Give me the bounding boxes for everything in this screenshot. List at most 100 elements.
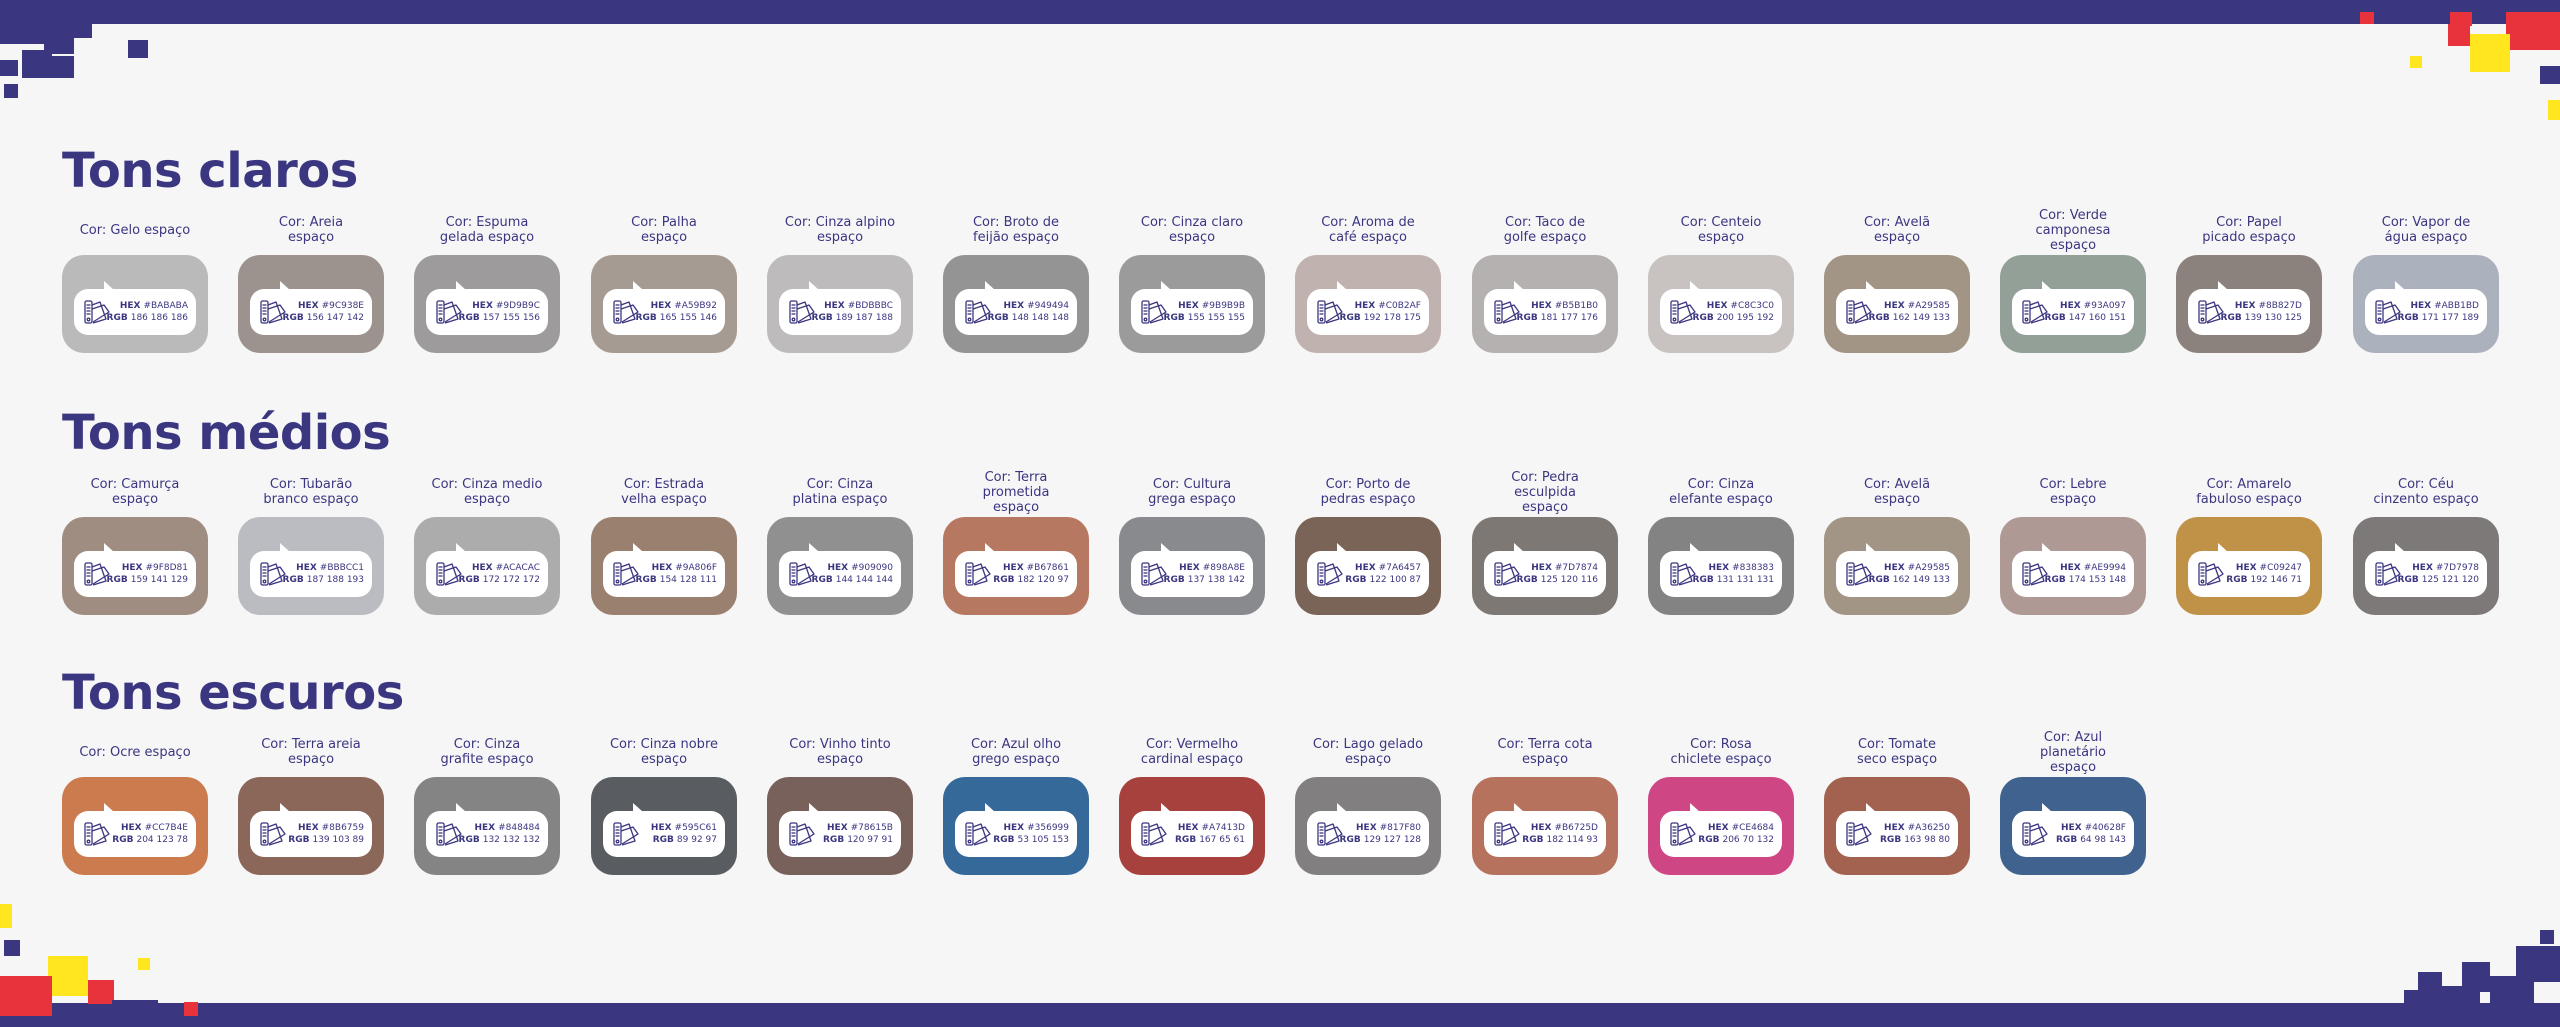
card-notch bbox=[2395, 543, 2405, 552]
color-chip: HEX #BABABA RGB 186 186 186 bbox=[62, 255, 208, 353]
color-swatch: Cor: Lebre espaço HEX #AE9994 RGB 174 153 … bbox=[2000, 473, 2146, 633]
color-values: HEX #CE4684 RGB 206 70 132 bbox=[1698, 822, 1774, 846]
hex-value: #B67861 bbox=[1026, 563, 1069, 573]
hex-line: HEX #7D7978 bbox=[2398, 562, 2479, 574]
hex-label: HEX bbox=[2234, 301, 2256, 311]
rgb-label: RGB bbox=[1880, 835, 1902, 845]
rgb-value: 163 98 80 bbox=[1904, 835, 1950, 845]
color-chip: HEX #595C61 RGB 89 92 97 bbox=[591, 777, 737, 875]
color-value-card: HEX #ACACAC RGB 172 172 172 bbox=[426, 543, 548, 597]
swatch-name: Cor: Cinza nobre espaço bbox=[609, 737, 718, 767]
hex-line: HEX #B6725D bbox=[1522, 822, 1598, 834]
color-palette-fan-icon bbox=[2022, 822, 2048, 846]
card-notch bbox=[1866, 803, 1876, 812]
hex-line: HEX #C8C3C0 bbox=[1693, 300, 1774, 312]
rgb-line: RGB 162 149 133 bbox=[1869, 574, 1950, 586]
hex-label: HEX bbox=[1530, 823, 1552, 833]
color-swatch: Cor: Amarelo fabuloso espaço HEX #C09247 … bbox=[2176, 473, 2322, 633]
color-chip: HEX #9B9B9B RGB 155 155 155 bbox=[1119, 255, 1265, 353]
color-swatch: Cor: Terra prometida espaço HEX #B67861 R… bbox=[943, 469, 1089, 633]
card-notch bbox=[985, 543, 995, 552]
rgb-line: RGB 148 148 148 bbox=[988, 312, 1069, 324]
hex-label: HEX bbox=[651, 563, 673, 573]
card-notch bbox=[104, 543, 114, 552]
color-values: HEX #9A806F RGB 154 128 111 bbox=[636, 562, 717, 586]
color-palette-fan-icon bbox=[1670, 300, 1696, 324]
color-value-card: HEX #848484 RGB 132 132 132 bbox=[426, 803, 548, 857]
color-palette-fan-icon bbox=[1846, 822, 1872, 846]
swatch-name: Cor: Tubarão branco espaço bbox=[263, 477, 359, 507]
color-value-card: HEX #817F80 RGB 129 127 128 bbox=[1307, 803, 1429, 857]
rgb-value: 89 92 97 bbox=[676, 835, 717, 845]
rgb-value: 120 97 91 bbox=[847, 835, 893, 845]
hex-value: #BABABA bbox=[143, 301, 188, 311]
hex-label: HEX bbox=[121, 563, 143, 573]
color-value-card: HEX #9B9B9B RGB 155 155 155 bbox=[1131, 281, 1253, 335]
color-palette-fan-icon bbox=[1317, 300, 1343, 324]
rgb-line: RGB 182 114 93 bbox=[1522, 834, 1598, 846]
hex-value: #9B9B9B bbox=[1201, 301, 1245, 311]
swatch-name: Cor: Terra prometida espaço bbox=[982, 469, 1050, 515]
swatch-row: Cor: Gelo espaço HEX #BABABA RGB 186 186 1… bbox=[62, 208, 2502, 381]
color-chip: HEX #817F80 RGB 129 127 128 bbox=[1295, 777, 1441, 875]
swatch-row: Cor: Ocre espaço HEX #CC7B4E RGB 204 123 7… bbox=[62, 730, 2502, 903]
color-chip: HEX #C0B2AF RGB 192 178 175 bbox=[1295, 255, 1441, 353]
rgb-value: 139 130 125 bbox=[2244, 313, 2302, 323]
color-chip: HEX #C8C3C0 RGB 200 195 192 bbox=[1648, 255, 1794, 353]
rgb-line: RGB 155 155 155 bbox=[1164, 312, 1245, 324]
hex-line: HEX #898A8E bbox=[1164, 562, 1245, 574]
color-palette-fan-icon bbox=[1317, 562, 1343, 586]
color-values: HEX #848484 RGB 132 132 132 bbox=[459, 822, 540, 846]
color-values: HEX #ACACAC RGB 172 172 172 bbox=[459, 562, 540, 586]
hex-value: #949494 bbox=[1027, 301, 1069, 311]
color-swatch: Cor: Cinza elefante espaço HEX #838383 RG… bbox=[1648, 473, 1794, 633]
color-values: HEX #BBBCC1 RGB 187 188 193 bbox=[283, 562, 364, 586]
swatch-name: Cor: Avelã espaço bbox=[1863, 215, 1931, 245]
hex-line: HEX #9B9B9B bbox=[1164, 300, 1245, 312]
color-value-card: HEX #C0B2AF RGB 192 178 175 bbox=[1307, 281, 1429, 335]
hex-value: #40628F bbox=[2084, 823, 2126, 833]
rgb-label: RGB bbox=[2220, 313, 2242, 323]
hex-value: #BBBCC1 bbox=[319, 563, 364, 573]
rgb-label: RGB bbox=[1868, 313, 1890, 323]
color-chip: HEX #ACACAC RGB 172 172 172 bbox=[414, 517, 560, 615]
color-value-card: HEX #9F8D81 RGB 159 141 129 bbox=[74, 543, 196, 597]
hex-line: HEX #9F8D81 bbox=[107, 562, 188, 574]
rgb-value: 64 98 143 bbox=[2080, 835, 2126, 845]
swatch-name: Cor: Terra areia espaço bbox=[261, 737, 361, 767]
rgb-line: RGB 64 98 143 bbox=[2056, 834, 2126, 846]
card-notch bbox=[1337, 281, 1347, 290]
color-chip: HEX #949494 RGB 148 148 148 bbox=[943, 255, 1089, 353]
rgb-label: RGB bbox=[106, 575, 128, 585]
card-notch bbox=[809, 281, 819, 290]
hex-line: HEX #BBBCC1 bbox=[283, 562, 364, 574]
color-swatch: Cor: Pedra esculpida espaço HEX #7D7874 R… bbox=[1472, 470, 1618, 633]
hex-line: HEX #B5B1B0 bbox=[1517, 300, 1598, 312]
color-swatch: Cor: Espuma gelada espaço HEX #9D9B9C RGB… bbox=[414, 211, 560, 371]
hex-value: #7D7874 bbox=[1554, 563, 1598, 573]
color-values: HEX #CC7B4E RGB 204 123 78 bbox=[112, 822, 188, 846]
color-chip: HEX #BDBBBC RGB 189 187 188 bbox=[767, 255, 913, 353]
color-chip: HEX #838383 RGB 131 131 131 bbox=[1648, 517, 1794, 615]
color-swatch: Cor: Gelo espaço HEX #BABABA RGB 186 186 1… bbox=[62, 211, 208, 371]
color-values: HEX #909090 RGB 144 144 144 bbox=[812, 562, 893, 586]
color-value-card: HEX #9D9B9C RGB 157 155 156 bbox=[426, 281, 548, 335]
hex-value: #A29585 bbox=[1907, 301, 1950, 311]
color-chip: HEX #9D9B9C RGB 157 155 156 bbox=[414, 255, 560, 353]
rgb-label: RGB bbox=[288, 835, 310, 845]
swatch-name: Cor: Papel picado espaço bbox=[2202, 215, 2296, 245]
card-notch bbox=[280, 281, 290, 290]
hex-label: HEX bbox=[120, 823, 142, 833]
rgb-label: RGB bbox=[1516, 575, 1538, 585]
rgb-label: RGB bbox=[1175, 835, 1197, 845]
hex-line: HEX #7D7874 bbox=[1517, 562, 1598, 574]
rgb-label: RGB bbox=[1698, 835, 1720, 845]
rgb-label: RGB bbox=[987, 313, 1009, 323]
color-values: HEX #A36250 RGB 163 98 80 bbox=[1880, 822, 1950, 846]
hex-label: HEX bbox=[1003, 301, 1025, 311]
color-swatch: Cor: Camurça espaço HEX #9F8D81 RGB 159 14… bbox=[62, 473, 208, 633]
color-chip: HEX #B5B1B0 RGB 181 177 176 bbox=[1472, 255, 1618, 353]
card-notch bbox=[1514, 543, 1524, 552]
swatch-name: Cor: Centeio espaço bbox=[1680, 215, 1762, 245]
swatch-name: Cor: Vermelho cardinal espaço bbox=[1140, 737, 1244, 767]
